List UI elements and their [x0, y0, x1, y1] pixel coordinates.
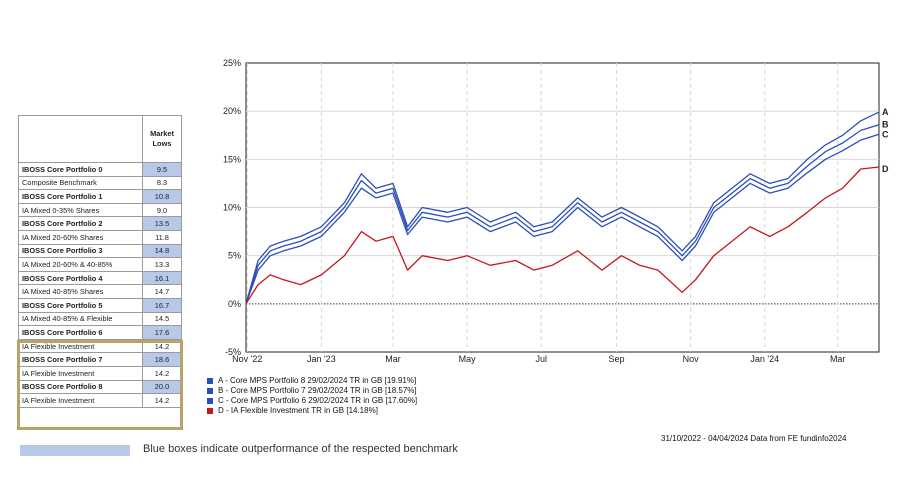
series-end-label: D	[882, 164, 889, 174]
x-tick-label: Nov '22	[232, 354, 262, 364]
row-value: 16.1	[142, 270, 182, 286]
y-tick-label: 10%	[223, 203, 241, 213]
x-tick-label: May	[459, 354, 477, 364]
y-tick-label: 5%	[228, 251, 241, 261]
table-row: IA Flexible Investment 14.2	[18, 393, 182, 408]
table-row: IA Mixed 20-60% & 40-85% 13.3	[18, 257, 182, 272]
legend-label: B - Core MPS Portfolio 7 29/02/2024 TR i…	[218, 386, 417, 395]
row-value: 14.2	[142, 393, 182, 408]
x-tick-label: Mar	[830, 354, 846, 364]
legend-item: D - IA Flexible Investment TR in GB [14.…	[207, 406, 378, 415]
x-tick-label: Mar	[385, 354, 401, 364]
legend-swatch	[207, 387, 213, 394]
series-line	[245, 133, 880, 305]
series-end-label: A	[882, 107, 889, 117]
table-row: IBOSS Core Portfolio 6 17.6	[18, 325, 182, 340]
row-value: 9.5	[142, 162, 182, 177]
series-line	[245, 166, 880, 305]
highlight-frame	[17, 340, 183, 430]
legend-swatch	[207, 377, 213, 384]
legend-label: C - Core MPS Portfolio 6 29/02/2024 TR i…	[218, 396, 418, 405]
x-tick-label: Jan '24	[750, 354, 779, 364]
series-end-label: B	[882, 120, 889, 130]
legend-label: A - Core MPS Portfolio 8 29/02/2024 TR i…	[218, 376, 417, 385]
row-value: 20.0	[142, 379, 182, 395]
table-header-blank	[18, 115, 143, 163]
y-tick-label: -5%	[225, 347, 241, 357]
row-value: 13.5	[142, 216, 182, 231]
market-lows-table: Market Lows IBOSS Core Portfolio 0 9.5 Comp…	[18, 115, 182, 408]
y-tick-label: 15%	[223, 154, 241, 164]
table-row: IA Mixed 20-60% Shares 11.8	[18, 229, 182, 245]
legend-item: C - Core MPS Portfolio 6 29/02/2024 TR i…	[207, 396, 417, 405]
highlight-swatch	[20, 445, 130, 456]
note-text: Blue boxes indicate outperformance of th…	[143, 443, 458, 455]
x-tick-label: Jan '23	[307, 354, 336, 364]
series-line	[245, 124, 880, 304]
legend-swatch	[207, 407, 213, 414]
x-tick-label: Sep	[609, 354, 625, 364]
table-row: IBOSS Core Portfolio 8 20.0	[18, 379, 182, 395]
table-row: IBOSS Core Portfolio 5 16.7	[18, 297, 182, 313]
y-tick-label: 20%	[223, 106, 241, 116]
legend-swatch	[207, 397, 213, 404]
table-row: IA Mixed 40-85% Shares 14.7	[18, 284, 182, 299]
y-tick-label: 0%	[228, 299, 241, 309]
row-value: 17.6	[142, 325, 182, 340]
table-row: IBOSS Core Portfolio 2 13.5	[18, 216, 182, 231]
x-tick-label: Nov	[683, 354, 700, 364]
table-header-market-lows: Market Lows	[142, 115, 182, 163]
legend-item: A - Core MPS Portfolio 8 29/02/2024 TR i…	[207, 376, 416, 385]
x-tick-label: Jul	[535, 354, 547, 364]
legend-item: B - Core MPS Portfolio 7 29/02/2024 TR i…	[207, 386, 417, 395]
row-value: 16.7	[142, 297, 182, 313]
legend-label: D - IA Flexible Investment TR in GB [14.…	[218, 406, 378, 415]
y-tick-label: 25%	[223, 58, 241, 68]
row-value: 18.6	[142, 352, 182, 367]
series-line	[245, 111, 880, 304]
series-end-label: C	[882, 129, 889, 139]
source-note: 31/10/2022 - 04/04/2024 Data from FE fun…	[661, 434, 847, 443]
